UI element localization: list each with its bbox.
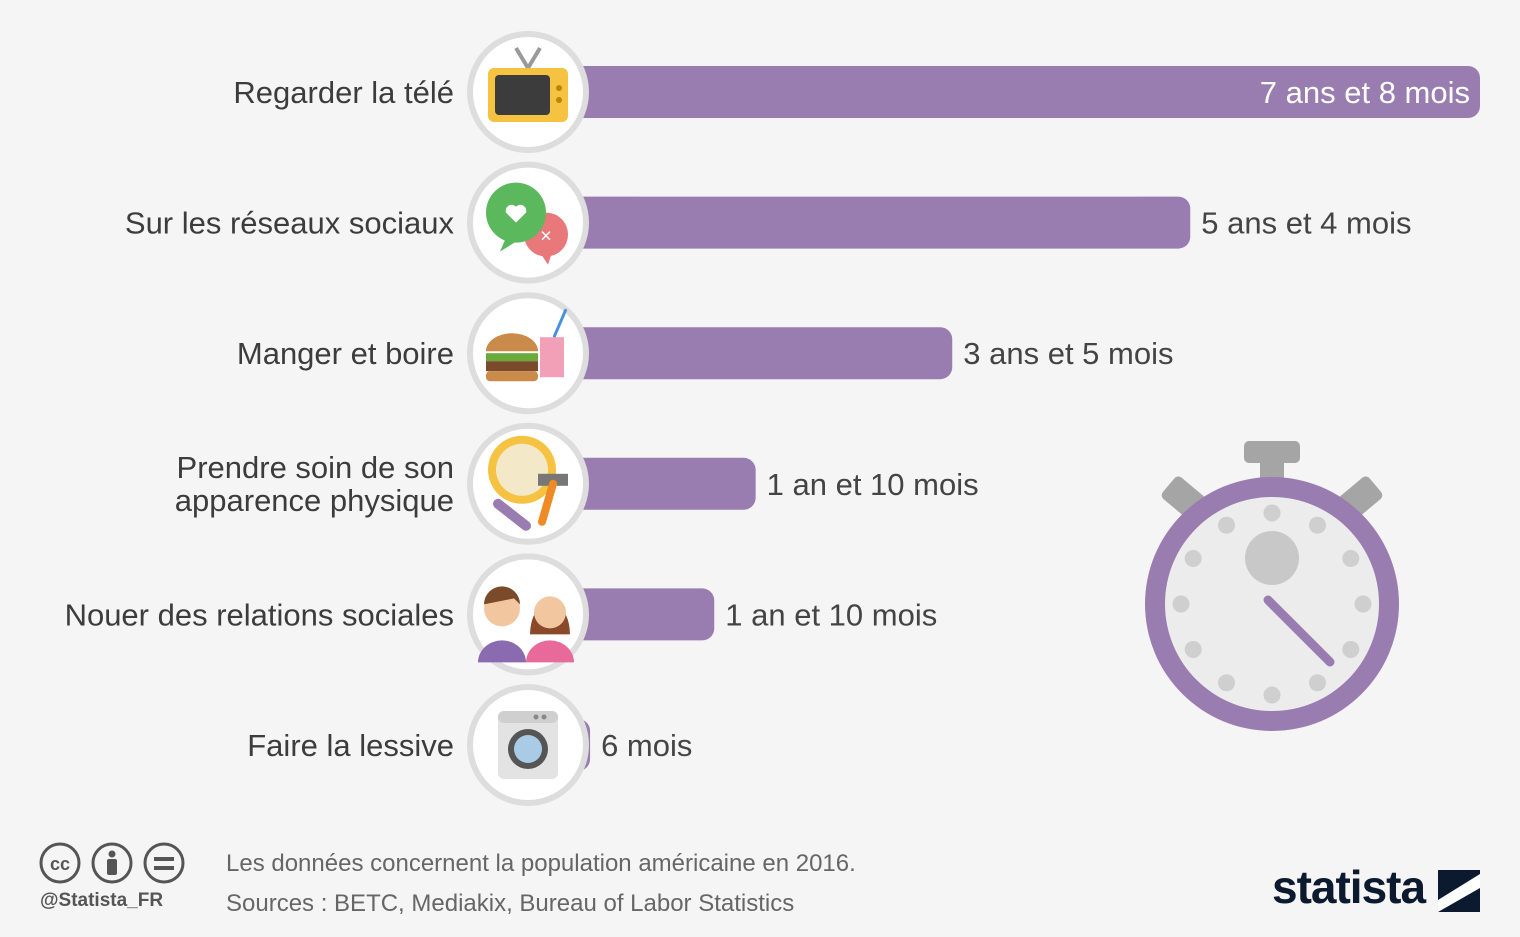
category-label: Sur les réseaux sociaux — [125, 206, 455, 241]
no-derivatives-icon — [143, 842, 185, 884]
credit-handle: @Statista_FR — [40, 890, 164, 911]
burger-drink-icon — [467, 292, 589, 415]
cc-icon: cc — [39, 842, 81, 884]
category-label: Prendre soin de son apparence physique — [175, 450, 454, 518]
value-label: 3 ans et 5 mois — [963, 336, 1173, 371]
attribution-icon — [91, 842, 133, 884]
tv-icon — [467, 31, 589, 153]
value-label: 1 an et 10 mois — [767, 467, 979, 502]
svg-text:×: × — [540, 226, 552, 248]
value-label: 6 mois — [601, 728, 692, 763]
footer-sources: Sources : BETC, Mediakix, Bureau of Labo… — [226, 890, 795, 917]
couple-icon — [467, 553, 589, 676]
category-label: Regarder la télé — [233, 75, 454, 110]
mirror-razor-icon — [467, 422, 589, 545]
stopwatch-icon — [1145, 441, 1399, 731]
bar — [528, 196, 1191, 249]
svg-text:cc: cc — [50, 854, 70, 874]
brand-name: statista — [1272, 861, 1426, 913]
value-label: 7 ans et 8 mois — [1260, 75, 1470, 110]
license-icons: cc — [38, 840, 188, 891]
footer: Les données concernent la population amé… — [226, 844, 856, 924]
category-label: Nouer des relations sociales — [65, 597, 454, 632]
social-chat-icon: × — [467, 161, 589, 284]
brand-logo-icon — [1438, 870, 1480, 917]
value-label: 5 ans et 4 mois — [1201, 206, 1411, 241]
value-label: 1 an et 10 mois — [725, 597, 937, 632]
category-label: Faire la lessive — [247, 728, 454, 763]
bar — [528, 327, 953, 380]
category-label: Manger et boire — [237, 336, 454, 371]
footer-note: Les données concernent la population amé… — [226, 850, 856, 877]
bar — [528, 66, 1480, 118]
washing-machine-icon — [467, 684, 589, 806]
